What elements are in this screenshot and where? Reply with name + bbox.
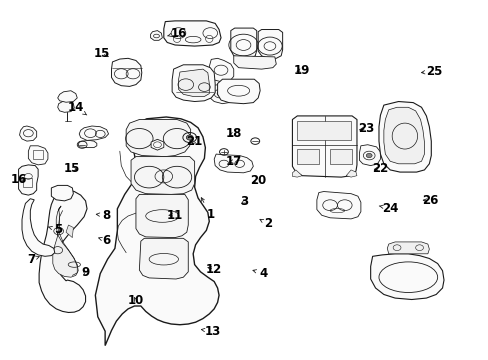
Polygon shape	[126, 120, 190, 157]
Polygon shape	[370, 254, 443, 300]
Text: 4: 4	[252, 267, 267, 280]
Text: 2: 2	[260, 217, 271, 230]
Text: 26: 26	[421, 194, 438, 207]
Bar	[297, 121, 350, 140]
Polygon shape	[79, 126, 108, 140]
Polygon shape	[95, 117, 219, 346]
Polygon shape	[378, 102, 430, 172]
Bar	[329, 149, 351, 164]
Text: 25: 25	[421, 65, 442, 78]
Text: 19: 19	[293, 64, 310, 77]
Text: 1: 1	[201, 198, 214, 221]
Polygon shape	[28, 146, 48, 165]
Polygon shape	[209, 84, 232, 104]
Text: 15: 15	[64, 162, 81, 175]
Polygon shape	[150, 31, 162, 40]
Text: 8: 8	[96, 209, 110, 222]
Text: 5: 5	[48, 223, 61, 236]
Polygon shape	[136, 194, 188, 238]
Polygon shape	[163, 21, 221, 46]
Polygon shape	[214, 154, 253, 173]
Text: 13: 13	[201, 325, 221, 338]
Polygon shape	[78, 140, 97, 148]
Polygon shape	[217, 79, 260, 104]
Polygon shape	[292, 116, 356, 177]
Bar	[33, 150, 43, 159]
Text: 10: 10	[127, 294, 144, 307]
Polygon shape	[139, 238, 188, 279]
Polygon shape	[53, 206, 78, 277]
Polygon shape	[22, 199, 55, 256]
Text: 20: 20	[249, 174, 266, 187]
Polygon shape	[359, 145, 380, 166]
Text: 15: 15	[93, 47, 110, 60]
Text: 22: 22	[371, 162, 388, 175]
Text: 9: 9	[81, 266, 89, 279]
Polygon shape	[172, 65, 215, 102]
Polygon shape	[58, 101, 74, 112]
Text: 11: 11	[166, 209, 183, 222]
Text: 24: 24	[379, 202, 398, 215]
Polygon shape	[292, 170, 302, 177]
Text: 23: 23	[358, 122, 374, 135]
Polygon shape	[51, 185, 73, 201]
Text: 3: 3	[240, 195, 248, 208]
Circle shape	[186, 135, 193, 140]
Polygon shape	[258, 30, 282, 58]
Circle shape	[217, 91, 223, 96]
Text: 12: 12	[205, 263, 222, 276]
Text: 14: 14	[67, 101, 86, 115]
Polygon shape	[386, 242, 428, 254]
Polygon shape	[66, 225, 73, 238]
Polygon shape	[316, 192, 360, 219]
Polygon shape	[233, 56, 276, 69]
Bar	[297, 149, 319, 164]
Polygon shape	[346, 170, 356, 177]
Text: 16: 16	[167, 27, 186, 40]
Polygon shape	[209, 58, 233, 82]
Polygon shape	[111, 58, 142, 86]
Text: 17: 17	[225, 155, 242, 168]
Bar	[23, 178, 32, 187]
Polygon shape	[178, 69, 209, 96]
Text: 6: 6	[99, 234, 110, 247]
Text: 21: 21	[186, 135, 203, 148]
Polygon shape	[131, 157, 194, 194]
Text: 18: 18	[225, 127, 242, 140]
Text: 16: 16	[10, 173, 27, 186]
Polygon shape	[20, 126, 37, 141]
Circle shape	[366, 153, 371, 158]
Polygon shape	[383, 107, 424, 164]
Polygon shape	[58, 91, 77, 102]
Polygon shape	[151, 139, 163, 150]
Polygon shape	[230, 28, 256, 58]
Polygon shape	[19, 165, 38, 195]
Text: 7: 7	[28, 253, 39, 266]
Polygon shape	[39, 190, 87, 312]
